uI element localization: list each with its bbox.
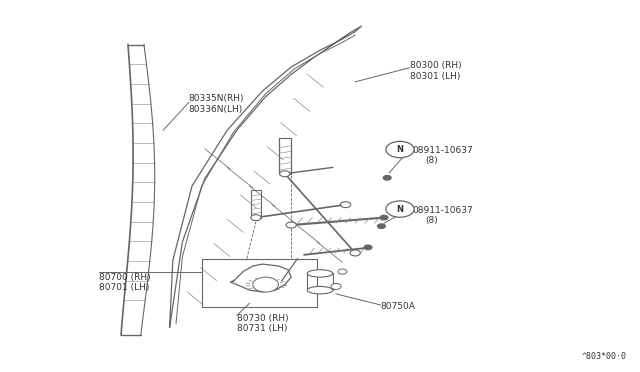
Circle shape (386, 141, 414, 158)
Circle shape (383, 176, 391, 180)
Circle shape (380, 215, 388, 220)
Circle shape (338, 269, 347, 274)
Circle shape (286, 222, 296, 228)
Circle shape (280, 171, 290, 177)
Text: ^803*00·0: ^803*00·0 (582, 352, 627, 361)
Circle shape (378, 224, 385, 228)
Circle shape (364, 245, 372, 250)
Ellipse shape (307, 270, 333, 277)
Text: (8): (8) (426, 216, 438, 225)
Circle shape (331, 283, 341, 289)
Text: 80301 (LH): 80301 (LH) (410, 72, 460, 81)
Text: 80335N(RH): 80335N(RH) (189, 94, 244, 103)
Text: 80336N(LH): 80336N(LH) (189, 105, 243, 114)
Text: 80700 (RH): 80700 (RH) (99, 273, 151, 282)
Text: 08911-10637: 08911-10637 (413, 146, 474, 155)
Circle shape (253, 277, 278, 292)
Text: 80731 (LH): 80731 (LH) (237, 324, 287, 333)
Text: 80701 (LH): 80701 (LH) (99, 283, 150, 292)
Circle shape (340, 202, 351, 208)
Text: 80730 (RH): 80730 (RH) (237, 314, 289, 323)
Text: (8): (8) (426, 156, 438, 165)
Circle shape (386, 201, 414, 217)
Text: 80750A: 80750A (381, 302, 415, 311)
Text: N: N (397, 145, 403, 154)
Text: 80300 (RH): 80300 (RH) (410, 61, 461, 70)
Ellipse shape (307, 286, 333, 294)
Circle shape (251, 215, 261, 221)
Text: 08911-10637: 08911-10637 (413, 206, 474, 215)
Circle shape (350, 250, 360, 256)
Text: N: N (397, 205, 403, 214)
